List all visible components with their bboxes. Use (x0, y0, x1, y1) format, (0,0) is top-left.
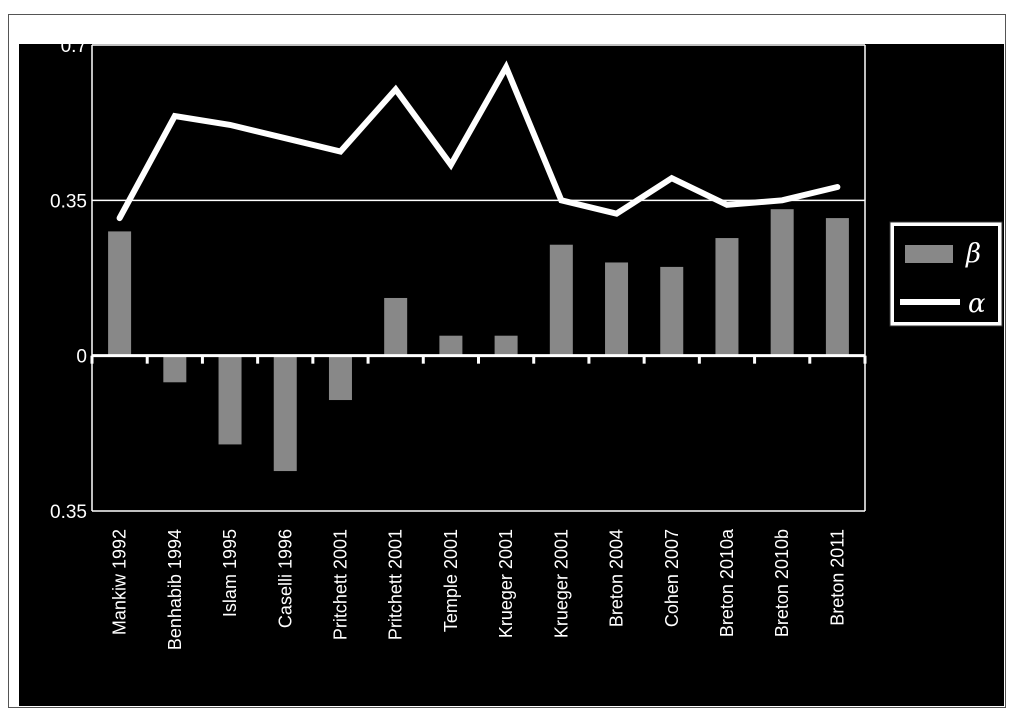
category-label-13: Breton 2011 (827, 529, 847, 626)
y-tick-label-1: 0.35 (50, 191, 87, 212)
alpha-line (116, 60, 841, 222)
category-label-8: Krueger 2001 (551, 529, 571, 638)
beta-bars (108, 209, 849, 472)
y-tick-label-2: 0 (76, 347, 87, 368)
category-label-5: Pritchett 2001 (386, 529, 406, 640)
category-label-1: Benhabib 1994 (165, 529, 185, 650)
category-label-10: Cohen 2007 (662, 529, 682, 627)
category-label-3: Caselli 1996 (275, 529, 295, 628)
category-label-12: Breton 2010b (772, 529, 792, 637)
beta-bar-13 (825, 218, 849, 356)
plot-area (91, 44, 866, 512)
beta-bar-5 (384, 297, 408, 356)
category-label-2: Islam 1995 (220, 529, 240, 617)
beta-bar-8 (549, 244, 573, 356)
category-label-7: Krueger 2001 (496, 529, 516, 638)
y-tick-label-0: 0.7 (61, 36, 87, 57)
category-label-11: Breton 2010a (717, 528, 737, 637)
beta-bar-0 (108, 231, 132, 356)
y-tick-label-3: 0.35 (50, 502, 87, 523)
category-label-4: Pritchett 2001 (330, 529, 350, 640)
y-tick-labels: 0.7 0.35 0 0.35 (50, 36, 87, 523)
category-label-0: Mankiw 1992 (110, 529, 130, 635)
beta-bar-6 (439, 335, 463, 356)
legend: β α (889, 221, 1003, 327)
category-label-9: Breton 2004 (607, 529, 627, 627)
beta-bar-4 (328, 355, 352, 401)
beta-bar-2 (218, 355, 242, 445)
beta-bar-11 (715, 238, 739, 356)
beta-bar-7 (494, 335, 518, 356)
zero-axis (90, 354, 867, 364)
beta-bar-9 (605, 262, 629, 356)
beta-bar-1 (163, 355, 187, 383)
legend-inner (894, 226, 998, 322)
legend-alpha-label: α (968, 289, 986, 319)
legend-beta-swatch (905, 245, 953, 263)
category-labels: Mankiw 1992 Benhabib 1994 Islam 1995 Casell… (110, 528, 848, 650)
beta-bar-10 (660, 266, 684, 356)
category-label-6: Temple 2001 (441, 529, 461, 632)
beta-bar-3 (273, 355, 297, 472)
legend-beta-label: β (965, 239, 981, 269)
beta-bar-12 (770, 209, 794, 356)
